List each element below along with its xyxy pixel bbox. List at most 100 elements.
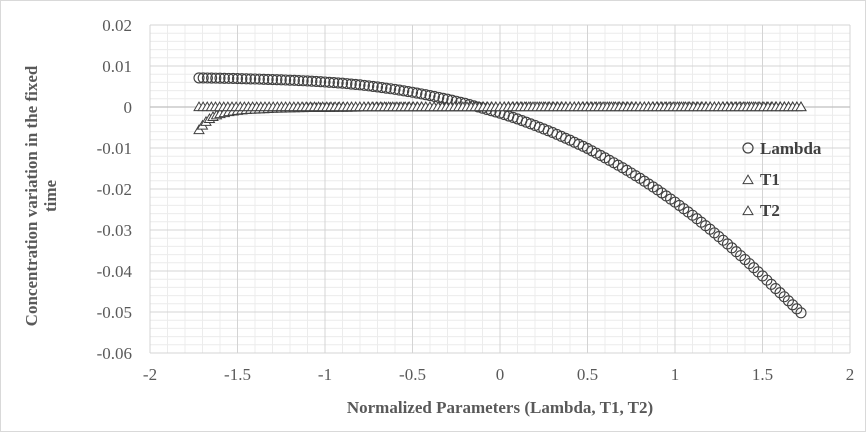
circle-marker [227,72,239,85]
circle-marker [350,78,362,90]
circle-marker [240,73,252,85]
y-tick-labels: 0.02 0.01 0 -0.01 -0.02 -0.03 -0.04 -0.05 -0.06 [97,16,133,363]
x-axis-title: Normalized Parameters (Lambda, T1, T2) [347,398,653,417]
circle-marker [223,72,235,84]
x-tick-label: 1.5 [752,365,773,384]
circle-marker [301,75,314,87]
circle-marker [341,78,353,90]
x-tick-label: 0 [496,365,505,384]
circle-marker [336,77,349,89]
y-tick-label: -0.03 [97,221,132,240]
circle-marker [791,303,803,315]
circle-marker [735,250,747,262]
circle-marker [218,72,230,84]
circle-marker [402,85,414,98]
circle-marker [284,74,296,86]
x-tick-label: -0.5 [399,365,426,384]
x-tick-labels: -2 -1.5 -1 -0.5 0 0.5 1 1.5 2 [143,365,854,384]
y-tick-label: 0 [124,98,133,117]
circle-marker [193,72,205,84]
circle-marker [332,77,344,89]
circle-marker [231,73,244,85]
y-tick-label: -0.02 [97,180,132,199]
circle-marker [262,73,274,85]
circle-marker [271,74,283,86]
circle-marker [310,75,322,88]
circle-marker [787,299,799,311]
legend-item-t1: T1 [742,170,780,189]
circle-marker [782,295,794,307]
circle-marker [197,72,209,84]
circle-marker [201,72,213,84]
circle-marker [328,77,340,89]
y-tick-label: -0.05 [97,303,132,322]
circle-marker [765,278,777,290]
circle-marker [743,258,755,270]
y-tick-label: -0.06 [97,344,132,363]
circle-marker [708,227,720,239]
legend-item-t2: T2 [742,201,780,220]
circle-marker [398,85,410,97]
triangle-marker [795,101,807,112]
legend: Lambda T1 T2 [742,139,822,220]
circle-marker [385,83,397,95]
y-axis-title-line-1: Concentration variation in the fixed [22,65,41,326]
triangle-marker [742,174,754,185]
circle-marker [280,74,292,86]
circle-marker [393,84,405,96]
x-tick-label: 0.5 [577,365,598,384]
series-group [193,72,807,319]
circle-marker [770,282,782,295]
circle-marker [367,80,379,92]
legend-item-lambda: Lambda [742,139,822,158]
circle-marker [389,83,401,95]
circle-marker [371,81,384,93]
y-axis-title-group: Concentration variation in the fixed tim… [22,65,60,326]
circle-marker [206,72,218,84]
circle-marker [420,89,432,101]
circle-marker [752,266,764,278]
y-tick-label: 0.02 [102,16,132,35]
circle-marker [236,73,248,85]
circle-marker [266,73,279,86]
x-tick-label: 1 [671,365,680,384]
y-tick-label: 0.01 [102,57,132,76]
circle-marker [293,75,305,87]
legend-label: T1 [760,170,780,189]
x-tick-label: -1.5 [224,365,251,384]
circle-marker [245,73,257,85]
circle-marker [323,76,335,88]
circle-marker [795,307,807,319]
circle-marker [297,75,309,87]
circle-marker [726,242,738,254]
y-axis-title-line-2: time [41,180,60,213]
circle-marker [761,274,773,286]
circle-marker [778,291,790,303]
circle-marker [380,82,392,94]
circle-marker [774,287,786,299]
circle-marker [730,246,742,258]
circle-marker [358,79,370,91]
y-tick-label: -0.04 [97,262,133,281]
circle-marker [258,73,270,85]
circle-marker [275,74,287,86]
y-tick-label: -0.01 [97,139,132,158]
x-tick-label: 2 [846,365,855,384]
circle-marker [306,75,318,87]
legend-label: T2 [760,201,780,220]
series-lambda [193,72,807,319]
circle-marker [214,72,226,84]
circle-marker [411,87,423,99]
circle-marker [713,231,725,243]
circle-marker [288,74,300,86]
circle-marker [717,234,729,246]
x-tick-label: -2 [143,365,157,384]
circle-marker [345,78,357,90]
circle-marker [253,73,265,85]
x-tick-label: -1 [318,365,332,384]
circle-marker [424,89,436,102]
legend-label: Lambda [760,139,822,158]
circle-marker [756,270,769,282]
